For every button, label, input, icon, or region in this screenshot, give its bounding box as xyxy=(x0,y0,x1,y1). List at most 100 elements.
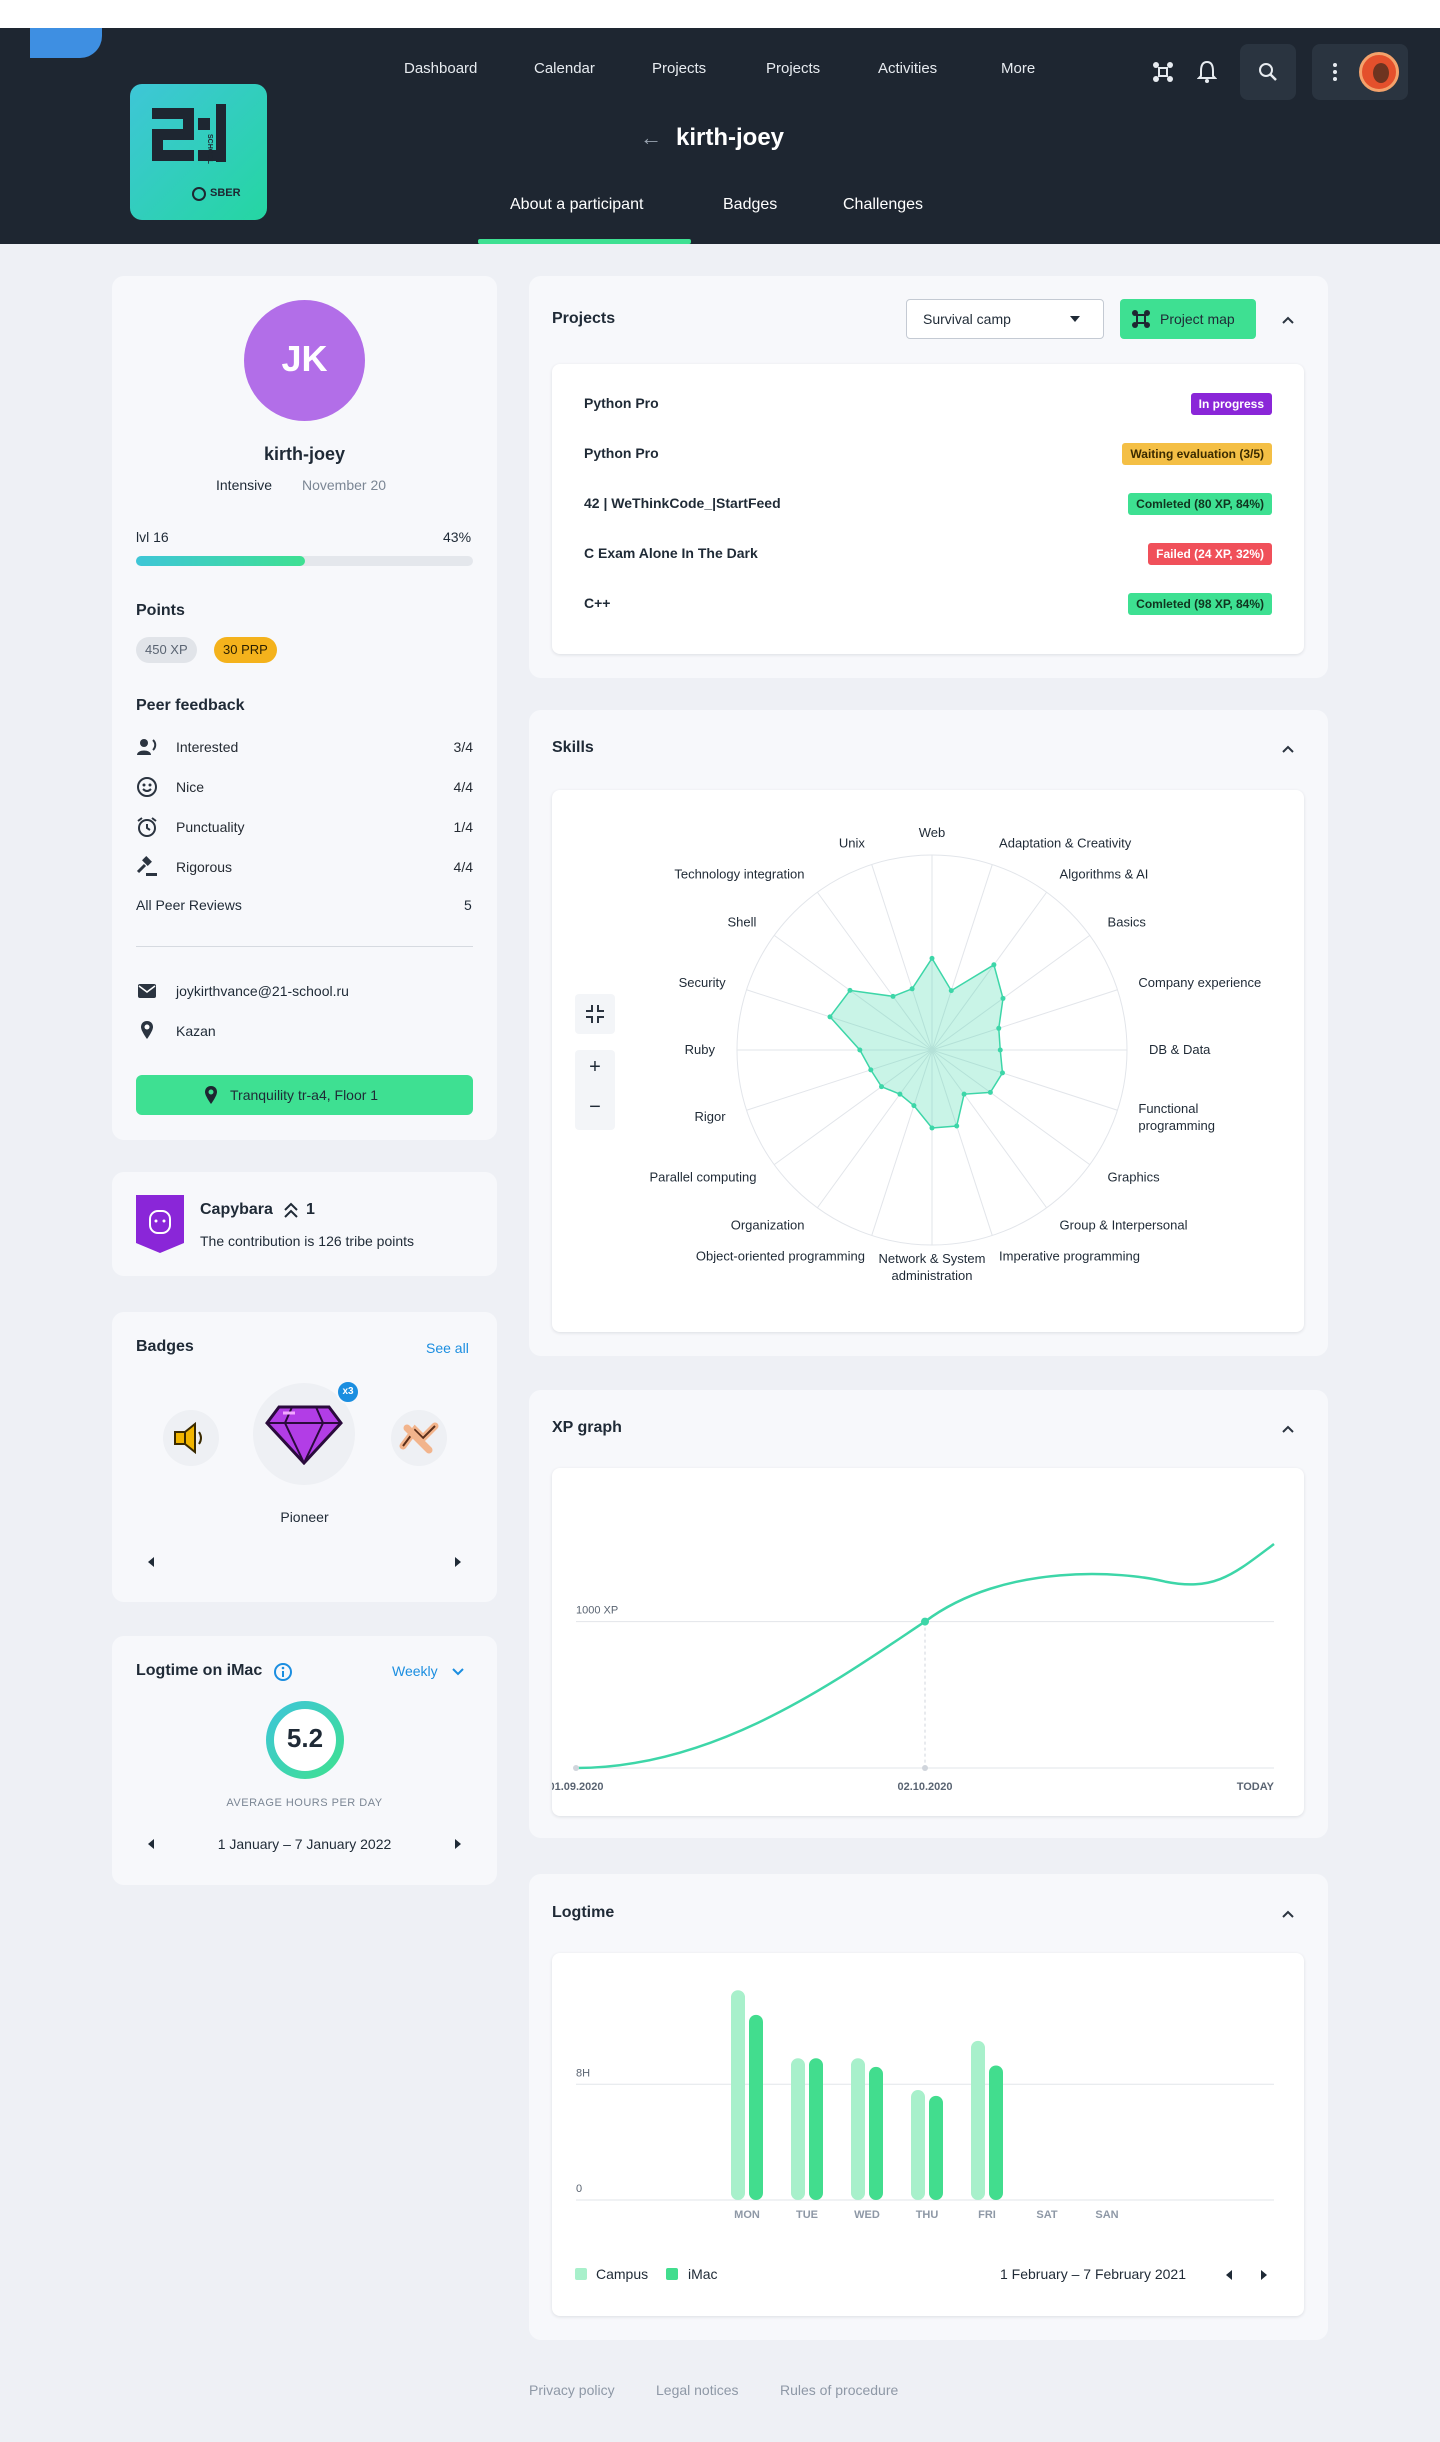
badge-right[interactable] xyxy=(391,1410,447,1466)
tribe-name: Capybara xyxy=(200,1201,273,1218)
caret-right-icon[interactable] xyxy=(454,1839,462,1849)
search-button[interactable] xyxy=(1240,44,1296,100)
badge-current[interactable] xyxy=(253,1383,355,1485)
search-icon xyxy=(1259,63,1277,81)
radar-axis-label: Group & Interpersonal xyxy=(1060,1218,1188,1233)
radar-axis-label-line: Company experience xyxy=(1138,975,1261,990)
profile-email[interactable]: joykirthvance@21-school.ru xyxy=(176,983,349,999)
project-select[interactable]: Survival camp xyxy=(906,299,1104,339)
project-name[interactable]: Python Pro xyxy=(584,395,659,411)
xp-line-chart: 1000 XP 01.09.2020 02.10.2020 TODAY xyxy=(552,1543,1275,1793)
feedback-value: 3/4 xyxy=(453,739,473,755)
badge-count-label: x3 xyxy=(342,1386,354,1397)
radar-axis-label: Imperative programming xyxy=(999,1248,1140,1263)
nav-calendar[interactable]: Calendar xyxy=(534,60,595,77)
period-select[interactable]: Weekly xyxy=(392,1663,438,1679)
radar-axis-label: Adaptation & Creativity xyxy=(999,836,1132,851)
xp-series-line xyxy=(575,1543,1275,1770)
location-button[interactable]: Tranquility tr-a4, Floor 1 xyxy=(136,1075,473,1115)
footer-rules-link[interactable]: Rules of procedure xyxy=(780,2382,899,2398)
nav-more[interactable]: More xyxy=(1001,60,1036,77)
nav-projects[interactable]: Projects xyxy=(652,60,707,77)
bell-icon[interactable] xyxy=(1197,60,1217,84)
handshake-badge-icon xyxy=(399,1422,439,1454)
radar-axis-label-line: Graphics xyxy=(1108,1170,1161,1185)
rank-chevrons-icon xyxy=(284,1202,298,1218)
radar-axis-label-line: Shell xyxy=(728,914,757,929)
logo-glyph-icon xyxy=(152,104,226,201)
radar-axis-label-line: programming xyxy=(1138,1118,1215,1133)
xp-graph-title: XP graph xyxy=(552,1419,622,1436)
radar-axis-label: Security xyxy=(679,975,726,990)
level-progress-fill xyxy=(136,556,305,566)
project-name[interactable]: C Exam Alone In The Dark xyxy=(584,545,758,561)
footer-privacy-link[interactable]: Privacy policy xyxy=(529,2382,615,2398)
nav-projects-2[interactable]: Projects xyxy=(766,60,821,77)
radar-axis-label: Functional programming xyxy=(1138,1101,1215,1133)
radar-axis-label: Technology integration xyxy=(674,866,804,881)
caret-right-icon[interactable] xyxy=(454,1557,462,1567)
nav-activities[interactable]: Activities xyxy=(878,60,938,77)
project-status-badge: Comleted (80 XP, 84%) xyxy=(1128,493,1272,515)
radar-axis-line xyxy=(931,989,1118,1051)
caret-left-icon[interactable] xyxy=(1225,2270,1233,2280)
skills-title: Skills xyxy=(552,739,594,756)
compress-icon xyxy=(586,1005,604,1023)
back-arrow-icon[interactable]: ← xyxy=(640,125,662,150)
radar-axis-label-line: Basics xyxy=(1108,914,1147,929)
collapse-chevron-icon[interactable] xyxy=(1274,1415,1302,1443)
radar-axis-line xyxy=(931,1049,1091,1166)
radar-axis-label: DB & Data xyxy=(1149,1042,1211,1057)
feedback-label: Rigorous xyxy=(176,859,233,875)
info-icon[interactable] xyxy=(273,1662,293,1682)
user-avatar[interactable] xyxy=(1359,52,1399,92)
bar-campus xyxy=(791,2058,805,2200)
location-label: Tranquility tr-a4, Floor 1 xyxy=(230,1087,379,1103)
zoom-in-button[interactable]: + xyxy=(589,1056,601,1078)
project-name[interactable]: Python Pro xyxy=(584,445,659,461)
radar-point xyxy=(857,1047,863,1053)
project-name[interactable]: C++ xyxy=(584,595,611,611)
badge-left[interactable] xyxy=(163,1410,219,1466)
collapse-chevron-icon[interactable] xyxy=(1274,1900,1302,1928)
project-map-button[interactable]: Project map xyxy=(1120,299,1256,339)
tab-badges[interactable]: Badges xyxy=(723,196,778,213)
level-progress-track xyxy=(136,556,473,566)
radar-point xyxy=(890,993,896,999)
nav-dashboard[interactable]: Dashboard xyxy=(404,60,478,77)
see-all-link[interactable]: See all xyxy=(426,1340,469,1356)
all-reviews-count: 5 xyxy=(464,897,472,913)
collapse-chevron-icon[interactable] xyxy=(1274,735,1302,763)
logtime-ring xyxy=(266,1701,344,1779)
bar-campus xyxy=(731,1990,745,2200)
zoom-out-button[interactable]: − xyxy=(589,1096,601,1118)
radar-point xyxy=(997,1047,1003,1053)
project-map-icon[interactable] xyxy=(1152,61,1174,83)
tab-about[interactable]: About a participant xyxy=(510,196,644,213)
all-reviews-link[interactable]: All Peer Reviews xyxy=(136,897,242,913)
radar-point xyxy=(991,962,997,968)
radar-point xyxy=(909,986,915,992)
bar-gridline-label: 8H xyxy=(576,2067,590,2079)
chevron-down-icon[interactable] xyxy=(451,1667,465,1677)
tab-challenges[interactable]: Challenges xyxy=(843,196,924,213)
logtime-title: Logtime xyxy=(552,1904,615,1921)
collapse-chevron-icon[interactable] xyxy=(1274,306,1302,334)
radar-axis-line xyxy=(746,1049,933,1111)
caret-left-icon[interactable] xyxy=(147,1839,155,1849)
legend-campus: Campus xyxy=(596,2266,649,2282)
logtime-imac-title: Logtime on iMac xyxy=(136,1662,263,1679)
xp-point xyxy=(921,1617,929,1626)
radar-point xyxy=(868,1067,874,1073)
bar-imac xyxy=(809,2058,823,2200)
footer-legal-link[interactable]: Legal notices xyxy=(656,2382,739,2398)
divider xyxy=(136,946,473,947)
school21-logo[interactable]: SBER SCHOOL xyxy=(130,84,267,220)
radar-axis-label-line: Group & Interpersonal xyxy=(1060,1218,1188,1233)
project-name[interactable]: 42 | WeThinkCode_|StartFeed xyxy=(584,495,781,511)
bar-x-tick-label: TUE xyxy=(796,2209,818,2221)
caret-right-icon[interactable] xyxy=(1260,2270,1268,2280)
caret-left-icon[interactable] xyxy=(147,1557,155,1567)
feedback-punctuality: Punctuality 1/4 xyxy=(136,816,473,838)
zoom-reset-button[interactable] xyxy=(575,994,615,1034)
